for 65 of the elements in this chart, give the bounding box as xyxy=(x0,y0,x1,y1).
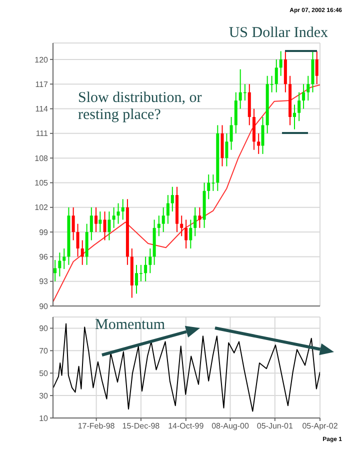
y-tick-label: 90 xyxy=(39,324,49,334)
candlestick xyxy=(162,206,165,233)
candlestick xyxy=(112,206,116,228)
x-tick-label: 14-Oct-99 xyxy=(168,422,204,431)
candlestick xyxy=(76,223,80,258)
candlestick xyxy=(80,240,84,266)
y-tick-label: 70 xyxy=(39,346,49,356)
x-tick-label: 08-Aug-00 xyxy=(212,422,250,431)
y-tick-label: 105 xyxy=(34,178,49,188)
y-tick-label: 30 xyxy=(39,391,49,400)
candlestick xyxy=(207,174,210,200)
candlestick xyxy=(279,50,282,76)
x-tick-label: 15-Dec-98 xyxy=(122,422,160,431)
candlestick xyxy=(292,104,296,130)
y-tick-label: 120 xyxy=(34,55,49,64)
candlestick xyxy=(58,252,62,277)
candlestick xyxy=(166,194,170,224)
x-tick-label: 05-Jun-01 xyxy=(256,422,294,431)
candlestick xyxy=(298,92,301,122)
candlestick xyxy=(94,206,98,233)
candlestick xyxy=(135,264,138,294)
y-tick-label: 117 xyxy=(35,80,49,89)
y-tick-label: 108 xyxy=(34,154,49,163)
y-tick-label: 93 xyxy=(39,277,49,286)
annotation: Slow distribution, or resting place? xyxy=(78,90,203,123)
line-series xyxy=(53,84,320,302)
candlestick xyxy=(54,259,57,282)
candlestick xyxy=(198,206,202,228)
candlestick xyxy=(72,206,75,241)
x-tick-label: 17-Feb-98 xyxy=(78,422,116,431)
annotation: Momentum xyxy=(95,317,165,334)
y-tick-label: 10 xyxy=(39,414,49,423)
candlestick xyxy=(194,206,197,237)
candlestick xyxy=(90,206,93,241)
candlestick xyxy=(62,248,66,270)
candlestick xyxy=(261,116,264,154)
candlestick xyxy=(225,132,228,167)
candlestick xyxy=(148,248,152,274)
y-tick-label: 90 xyxy=(39,302,49,311)
candlestick xyxy=(103,210,106,241)
y-tick-label: 114 xyxy=(35,104,49,114)
candlestick xyxy=(121,198,124,220)
candlestick xyxy=(144,256,148,282)
candlestick xyxy=(230,116,233,150)
y-tick-label: 111 xyxy=(36,129,49,138)
chart-title: US Dollar Index xyxy=(228,25,328,42)
candlestick xyxy=(189,219,192,249)
y-tick-label: 50 xyxy=(39,368,49,378)
candlestick xyxy=(306,75,310,102)
y-tick-label: 102 xyxy=(34,203,49,212)
candlestick xyxy=(116,202,120,224)
candlestick xyxy=(170,186,174,212)
x-tick-label: 05-Apr-02 xyxy=(302,422,338,431)
candlestick xyxy=(302,84,306,110)
candlestick xyxy=(184,219,188,249)
candlestick xyxy=(315,50,318,85)
candlestick xyxy=(98,210,102,233)
y-tick-label: 96 xyxy=(39,252,49,262)
candlestick xyxy=(157,215,160,237)
candlestick xyxy=(139,264,142,282)
y-tick-label: 99 xyxy=(39,228,49,237)
candlestick xyxy=(108,210,111,241)
candlestick xyxy=(257,132,260,154)
candlestick xyxy=(274,58,278,93)
candlestick xyxy=(180,215,184,237)
